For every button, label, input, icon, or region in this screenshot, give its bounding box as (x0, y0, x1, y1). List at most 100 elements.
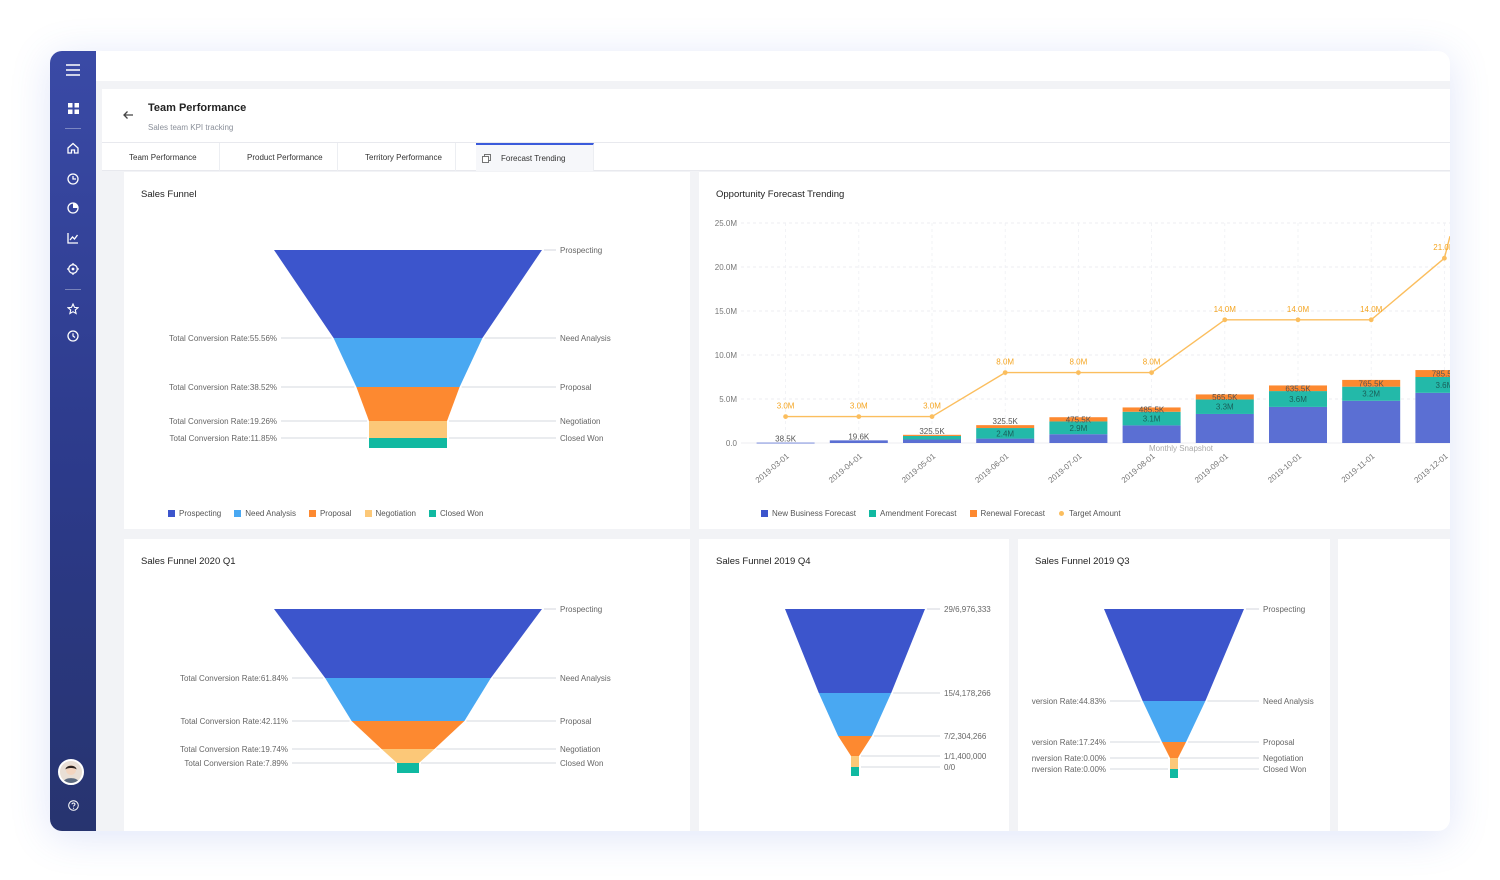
star-icon[interactable] (63, 299, 83, 319)
funnel-stage-label: 29/6,976,333 (944, 605, 991, 614)
funnel-segment (369, 421, 447, 438)
tab-label: Team Performance (129, 152, 197, 162)
tab-team-performance[interactable]: Team Performance (102, 143, 220, 171)
funnel-conversion-label: nversion Rate:0.00% (1032, 754, 1106, 763)
menu-icon[interactable] (63, 60, 83, 80)
funnel-stage-label: Proposal (560, 383, 592, 392)
forecast-bar-segment (903, 435, 961, 440)
clock-chart-icon[interactable] (63, 169, 83, 189)
pie-chart-icon[interactable] (63, 198, 83, 218)
target-amount-point (1076, 370, 1081, 375)
forecast-bar-segment (829, 440, 888, 443)
legend-item[interactable]: Need Analysis (234, 509, 296, 518)
funnel-segment (1161, 742, 1187, 758)
bar-segment-label: 485.5K (1139, 406, 1165, 415)
y-tick-label: 10.0M (715, 351, 738, 360)
dashboard-icon[interactable] (63, 98, 83, 118)
forecast-bar-segment (1049, 421, 1108, 435)
tab-label: Forecast Trending (501, 153, 566, 163)
legend-item[interactable]: Target Amount (1058, 509, 1121, 518)
bar-segment-label: 565.5K (1212, 393, 1238, 402)
forecast-bar-segment (976, 425, 1035, 429)
tab-product-performance[interactable]: Product Performance (220, 143, 338, 171)
legend-item[interactable]: Negotiation (364, 509, 416, 518)
funnel-stage-label: Prospecting (560, 246, 602, 255)
funnel-segment (333, 338, 483, 387)
legend-label: Prospecting (179, 509, 222, 518)
funnel-segment (325, 678, 491, 721)
funnel-segment (397, 763, 419, 773)
forecast-bar-segment (1122, 407, 1181, 412)
bar-top-label: 38.5K (775, 435, 797, 444)
forecast-bar-segment (976, 438, 1035, 443)
forecast-bar-segment (1122, 411, 1181, 426)
forecast-bar-segment (903, 434, 961, 436)
y-tick-label: 15.0M (715, 307, 738, 316)
x-tick-label: 2019-04-01 (827, 451, 865, 485)
x-tick-label: 2019-07-01 (1047, 451, 1085, 485)
target-amount-point (1002, 370, 1008, 375)
target-amount-label: 14.0M (1360, 305, 1383, 314)
legend-swatch (1059, 511, 1064, 516)
funnel-stage-label: Prospecting (560, 605, 602, 614)
funnel-stage-label: 0/0 (944, 763, 956, 772)
funnel-segment (381, 749, 435, 763)
x-tick-label: 2019-11-01 (1340, 451, 1377, 484)
funnel-stage-label: Need Analysis (560, 334, 611, 343)
legend-swatch (429, 510, 437, 517)
legend-item[interactable]: Renewal Forecast (969, 509, 1045, 518)
funnel-segment (851, 767, 859, 776)
back-arrow-icon[interactable] (122, 108, 136, 122)
legend-swatch (761, 510, 768, 517)
funnel-stage-label: Proposal (1263, 738, 1295, 747)
legend-item[interactable]: Prospecting (168, 509, 221, 518)
card-title: Sales Funnel 2019 Q4 (716, 556, 811, 567)
help-icon[interactable] (63, 795, 83, 815)
y-tick-label: 25.0M (715, 219, 738, 228)
tab-territory-performance[interactable]: Territory Performance (338, 143, 456, 171)
funnel-stage-label: 1/1,400,000 (944, 752, 987, 761)
legend-item[interactable]: Closed Won (429, 509, 483, 518)
funnel-conversion-label: Total Conversion Rate:55.56% (169, 334, 277, 343)
card-title: Opportunity Forecast Trending (716, 189, 845, 200)
forecast-bar-segment (976, 428, 1035, 439)
home-icon[interactable] (63, 138, 83, 158)
forecast-bar-segment (1195, 394, 1254, 400)
sidebar-divider (65, 289, 81, 290)
funnel-stage-label: Prospecting (1263, 605, 1305, 614)
legend-label: Target Amount (1069, 509, 1121, 518)
legend-item[interactable]: Amendment Forecast (869, 509, 957, 518)
funnel-segment (838, 736, 872, 756)
target-amount-point (856, 414, 862, 419)
target-amount-label: 14.0M (1214, 305, 1237, 314)
target-amount-point (1368, 317, 1374, 323)
y-tick-label: 5.0M (719, 395, 737, 404)
funnel-segment (851, 756, 859, 767)
funnel-conversion-label: Total Conversion Rate:19.74% (180, 745, 288, 754)
card-title: Sales Funnel 2020 Q1 (141, 556, 236, 567)
target-icon[interactable] (63, 259, 83, 279)
history-icon[interactable] (63, 326, 83, 346)
target-amount-point (1442, 255, 1447, 261)
target-amount-label: 8.0M (1143, 358, 1161, 367)
funnel-conversion-label: Total Conversion Rate:11.85% (170, 434, 277, 443)
forecast-bar-segment (1415, 392, 1450, 443)
x-tick-label: 2019-06-01 (973, 451, 1011, 485)
page-title: Team Performance (148, 102, 247, 114)
forecast-bar-segment (1269, 406, 1327, 443)
bar-top-label: 325.5K (919, 427, 945, 436)
bar-segment-label: 475.5K (1066, 415, 1092, 424)
funnel-stage-label: Proposal (560, 717, 592, 726)
legend-swatch (308, 510, 316, 517)
tab-bar: Team Performance Product Performance Ter… (102, 143, 1450, 171)
legend-item[interactable]: Proposal (308, 509, 352, 518)
line-chart-icon[interactable] (63, 228, 83, 248)
avatar[interactable] (58, 759, 84, 785)
legend-item[interactable]: New Business Forecast (761, 509, 856, 518)
bar-segment-label: 765.5K (1359, 379, 1385, 388)
tab-forecast-trending[interactable]: Forecast Trending (476, 143, 594, 171)
sales-funnel-2019q3-chart: Prospecting Need Analysis version Rate:44.… (1032, 605, 1314, 778)
y-tick-label: 0.0 (726, 439, 738, 448)
funnel-conversion-label: Total Conversion Rate:38.52% (169, 383, 277, 392)
target-amount-label: 3.0M (923, 402, 941, 411)
